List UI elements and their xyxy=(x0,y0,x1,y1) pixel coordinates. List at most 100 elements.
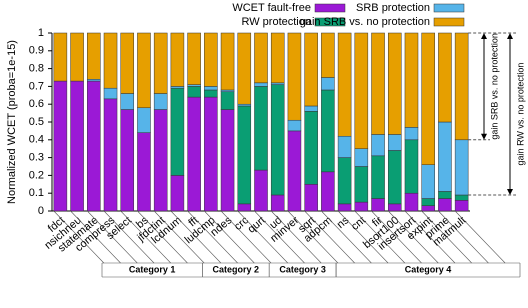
bar-segment xyxy=(371,155,385,199)
bar-segment xyxy=(170,175,185,212)
y-tick-label: 0.9 xyxy=(29,45,44,57)
bar-segment xyxy=(387,150,402,205)
bar-segment xyxy=(287,119,302,132)
bar-segment xyxy=(87,80,101,212)
bar-segment xyxy=(421,164,435,199)
group-label: Category 2 xyxy=(212,264,259,274)
x-tick-label: cnt xyxy=(349,214,368,233)
bar-segment xyxy=(237,105,252,205)
bar-segment xyxy=(220,109,235,212)
bar-segment xyxy=(254,32,268,84)
bar-segment xyxy=(304,105,318,112)
legend-label: SRB protection xyxy=(356,2,430,14)
y-tick-label: 0.7 xyxy=(29,80,44,92)
bar-segment xyxy=(137,32,151,109)
bar-segment xyxy=(371,134,385,157)
y-tick-label: 0.1 xyxy=(29,187,44,199)
category-link xyxy=(421,210,472,264)
bar-segment xyxy=(270,84,285,196)
category-link xyxy=(137,210,188,264)
bar-segment xyxy=(404,127,419,141)
bar-segment xyxy=(421,198,435,206)
category-link xyxy=(220,210,272,264)
bar-segment xyxy=(454,139,469,196)
bar-segment xyxy=(220,32,235,91)
bar-segment xyxy=(254,169,268,212)
category-link xyxy=(204,210,255,264)
category-link xyxy=(254,210,305,264)
bar-segment xyxy=(103,32,118,89)
category-link xyxy=(153,210,205,264)
category-link xyxy=(354,210,406,264)
bar-segment xyxy=(237,32,252,105)
bar-segment xyxy=(354,32,369,149)
bar-segment xyxy=(254,82,268,87)
bar-segment xyxy=(270,82,285,85)
y-tick-label: 0.5 xyxy=(29,116,44,128)
category-link xyxy=(53,210,105,264)
y-tick-label: 0.3 xyxy=(29,152,44,164)
legend-swatch xyxy=(433,3,465,13)
bar-segment xyxy=(354,148,369,167)
bar-segment xyxy=(237,103,252,107)
y-tick-label: 0.2 xyxy=(29,169,44,181)
bar-segment xyxy=(337,32,352,137)
bar-segment xyxy=(321,32,335,78)
category-link xyxy=(438,210,489,264)
bar-segment xyxy=(387,32,402,135)
bar-segment xyxy=(454,200,469,212)
category-link xyxy=(187,210,238,264)
bar-segment xyxy=(153,32,168,94)
group-label: Category 1 xyxy=(129,264,176,274)
y-tick-label: 1 xyxy=(38,27,44,39)
bar-segment xyxy=(321,171,335,212)
group-label: Category 4 xyxy=(405,264,452,274)
legend-label: RW protection xyxy=(242,16,312,28)
bar-segment xyxy=(70,80,84,212)
bar-segment xyxy=(220,91,235,110)
category-link xyxy=(103,210,155,264)
bar-segment xyxy=(354,201,369,212)
bar-segment xyxy=(103,98,118,212)
bar-segment xyxy=(304,184,318,212)
legend-swatch xyxy=(314,17,346,27)
bar-segment xyxy=(337,203,352,212)
annotation: gain SRB vs. no protection xyxy=(489,33,499,140)
bar-segment xyxy=(120,32,135,94)
bar-segment xyxy=(204,86,218,91)
category-link xyxy=(321,210,372,264)
bar-segment xyxy=(270,194,285,212)
bar-segment xyxy=(454,32,469,141)
bar-segment xyxy=(53,80,68,212)
bar-segment xyxy=(287,130,302,212)
bar-segment xyxy=(103,87,118,100)
bar-segment xyxy=(438,191,452,199)
bar-segment xyxy=(321,77,335,91)
bar-segment xyxy=(187,84,201,87)
bar-segment xyxy=(304,111,318,185)
category-link xyxy=(270,210,322,264)
bar-segment xyxy=(387,134,402,151)
bar-segment xyxy=(87,32,101,80)
bar-segment xyxy=(170,32,185,87)
bar-segment xyxy=(404,139,419,194)
bar-segment xyxy=(237,203,252,212)
bar-segment xyxy=(204,96,218,212)
y-tick-label: 0.8 xyxy=(29,63,44,75)
legend-label: gain SRB vs. no protection xyxy=(300,16,430,28)
bar-segment xyxy=(187,86,201,98)
legend-label: WCET fault-free xyxy=(232,2,311,14)
category-link xyxy=(120,210,171,264)
bar-segment xyxy=(153,109,168,212)
bar-segment xyxy=(220,89,235,92)
bar-segment xyxy=(404,32,419,128)
bar-segment xyxy=(153,93,168,110)
legend-swatch xyxy=(314,3,346,13)
bar-segment xyxy=(337,157,352,205)
bar-segment xyxy=(404,192,419,212)
bar-segment xyxy=(87,79,101,82)
bar-segment xyxy=(438,32,452,123)
bar-segment xyxy=(53,32,68,82)
bar-segment xyxy=(204,32,218,87)
